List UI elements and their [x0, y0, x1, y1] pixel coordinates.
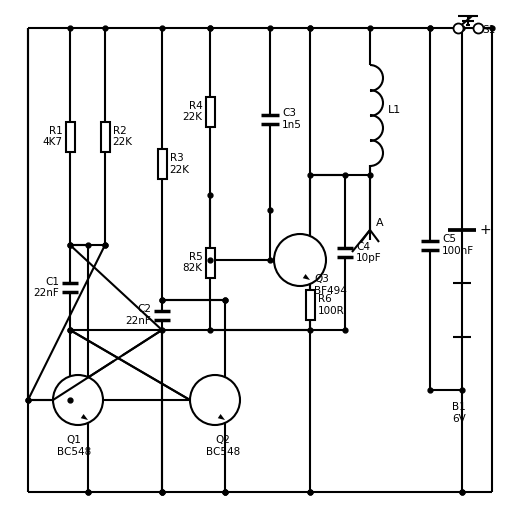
Text: R3
22K: R3 22K — [170, 153, 189, 175]
Polygon shape — [81, 414, 88, 420]
Bar — [66, 122, 74, 151]
Bar — [158, 149, 166, 179]
Text: C2
22nF: C2 22nF — [125, 304, 151, 326]
Bar — [100, 122, 110, 151]
Text: Q1
BC548: Q1 BC548 — [57, 435, 91, 457]
Bar — [306, 290, 315, 320]
Text: C1
22nF: C1 22nF — [33, 277, 59, 298]
Circle shape — [190, 375, 240, 425]
Text: B1
6V: B1 6V — [452, 402, 466, 424]
Text: A: A — [376, 218, 384, 228]
Text: R6
100R: R6 100R — [318, 294, 344, 316]
Text: C5
100nF: C5 100nF — [442, 234, 474, 256]
Text: R5
82K: R5 82K — [183, 252, 202, 274]
Text: R4
22K: R4 22K — [183, 101, 202, 122]
Text: R2
22K: R2 22K — [112, 126, 133, 147]
Text: R1
4K7: R1 4K7 — [43, 126, 62, 147]
Circle shape — [274, 234, 326, 286]
Polygon shape — [218, 414, 225, 420]
Circle shape — [53, 375, 103, 425]
Polygon shape — [303, 274, 310, 280]
Text: Q2
BC548: Q2 BC548 — [206, 435, 240, 457]
Text: L1: L1 — [388, 105, 401, 115]
Text: C4
10pF: C4 10pF — [356, 242, 382, 263]
Text: C3
1n5: C3 1n5 — [282, 108, 302, 130]
Text: Q3
BF494: Q3 BF494 — [314, 274, 347, 295]
Bar — [205, 97, 215, 126]
Text: +: + — [479, 223, 491, 237]
Bar — [205, 248, 215, 278]
Text: S1: S1 — [482, 25, 495, 35]
